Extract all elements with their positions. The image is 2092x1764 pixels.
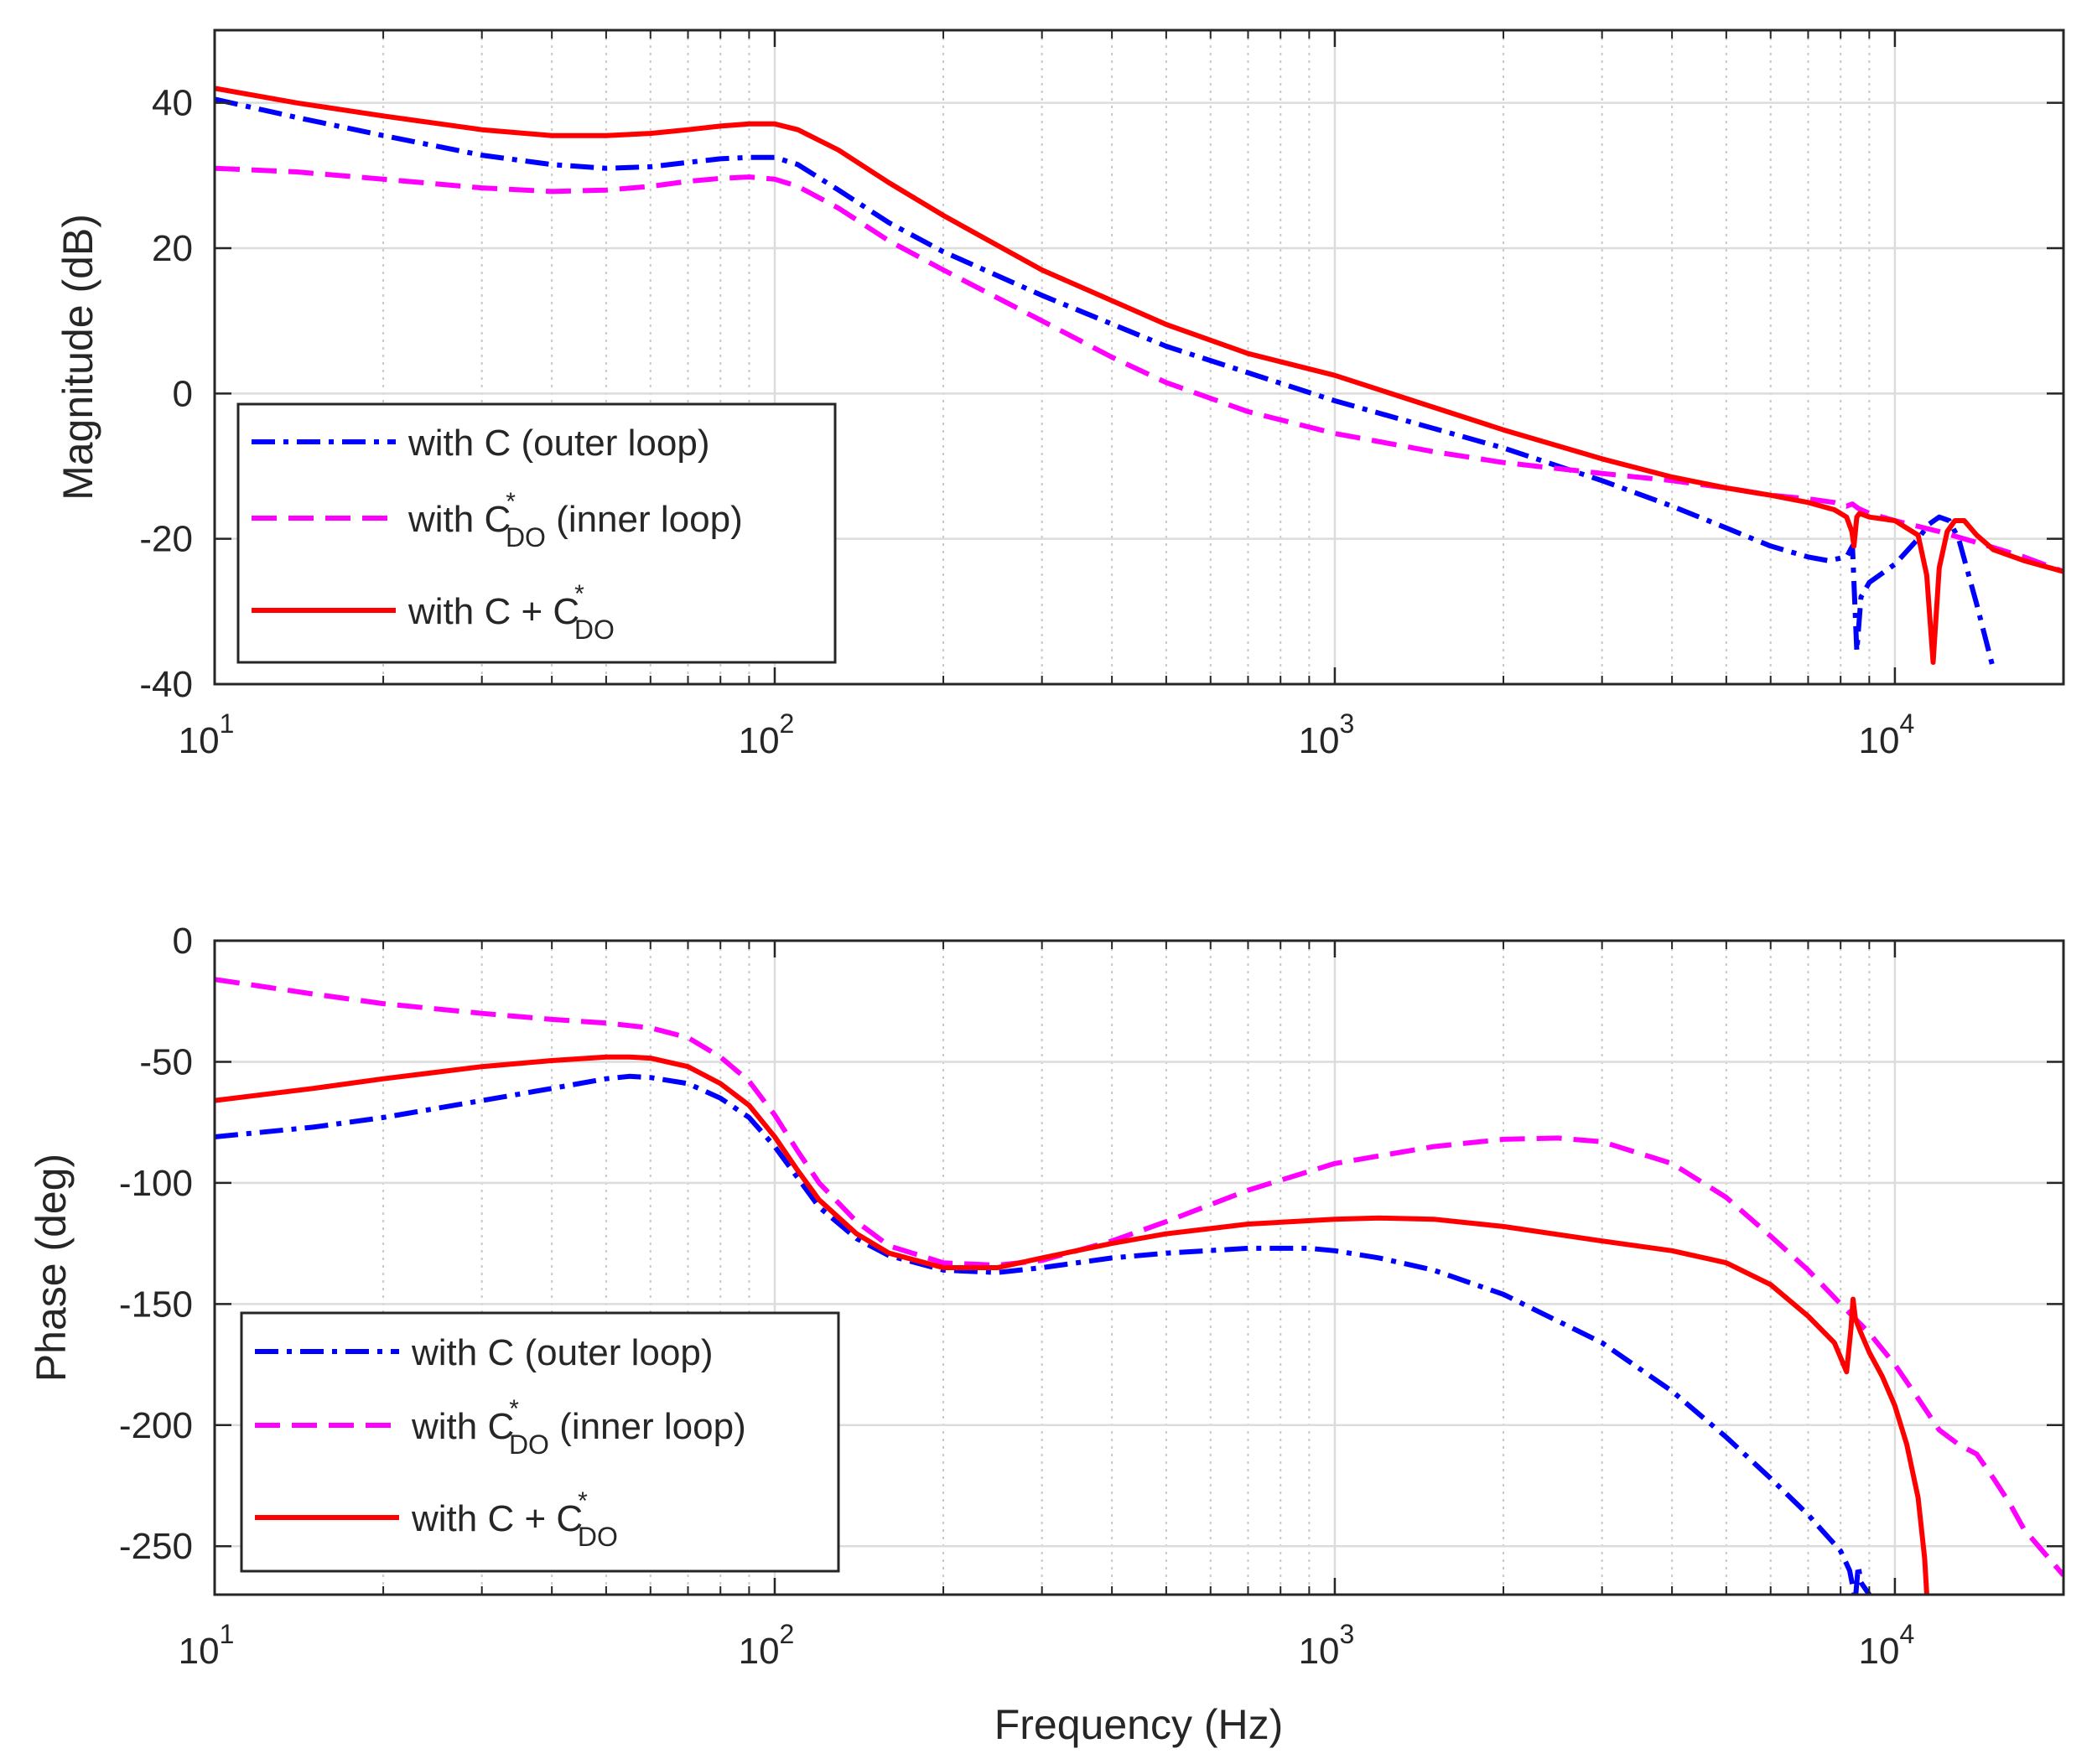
x-tick-exponent: 3 (1340, 1619, 1355, 1649)
x-tick-exponent: 2 (780, 1619, 795, 1649)
y-tick-label: -100 (119, 1163, 193, 1204)
magnitude-x-tick-labels: 101 102 103 104 (179, 708, 1915, 761)
phase-legend: with C (outer loop) with C* DO (inner loo… (240, 1311, 840, 1573)
phase-plot: 101 102 103 104 -250-200-150-100-500 Phase … (28, 921, 2065, 1748)
x-tick-label: 104 (1859, 1619, 1915, 1672)
magnitude-y-tick-labels: -40 -20 0 20 40 (139, 83, 193, 705)
x-tick-base: 10 (739, 1631, 780, 1672)
legend-label-outer: with C (outer loop) (411, 1332, 713, 1373)
phase-series (215, 977, 2063, 1595)
x-tick-label: 101 (179, 708, 235, 761)
magnitude-y-axis-label: Magnitude (dB) (55, 214, 101, 501)
y-tick-label: 40 (152, 83, 193, 124)
x-tick-exponent: 3 (1340, 708, 1355, 739)
x-tick-exponent: 2 (780, 708, 795, 739)
x-tick-exponent: 4 (1899, 708, 1914, 739)
series-line-1 (215, 96, 1996, 671)
y-tick-label: -250 (119, 1526, 193, 1567)
legend-label-inner: with C* DO (inner loop) (411, 1395, 746, 1460)
magnitude-legend: with C (outer loop) with C* DO (inner loo… (236, 402, 837, 664)
series-line-2 (215, 165, 2063, 574)
phase-x-tick-labels: 101 102 103 104 (179, 1619, 1915, 1672)
y-tick-label: -40 (139, 664, 193, 705)
legend-label-combined: with C + C* DO (411, 1487, 618, 1552)
phase-y-tick-labels: -250 -200 -150 -100 -50 0 (119, 921, 193, 1567)
x-tick-base: 10 (1299, 1631, 1340, 1672)
y-tick-label: -150 (119, 1284, 193, 1325)
legend-label-combined: with C + C* DO (407, 580, 615, 645)
y-tick-label: -50 (139, 1041, 193, 1082)
y-tick-label: 0 (173, 373, 193, 414)
phase-y-axis-label: Phase (deg) (28, 1154, 75, 1382)
x-tick-label: 101 (179, 1619, 235, 1672)
x-tick-exponent: 1 (220, 1619, 235, 1649)
x-tick-base: 10 (1859, 720, 1900, 761)
x-tick-base: 10 (179, 720, 220, 761)
x-tick-base: 10 (179, 1631, 220, 1672)
x-tick-exponent: 4 (1899, 1619, 1914, 1649)
magnitude-ticks (213, 30, 2064, 686)
x-tick-exponent: 1 (220, 708, 235, 739)
y-tick-label: 0 (173, 921, 193, 962)
series-line-3 (215, 1054, 1929, 1595)
x-tick-label: 103 (1299, 1619, 1355, 1672)
y-tick-label: -200 (119, 1405, 193, 1446)
x-tick-label: 104 (1859, 708, 1915, 761)
x-axis-label: Frequency (Hz) (994, 1701, 1284, 1748)
x-tick-base: 10 (1859, 1631, 1900, 1672)
x-tick-label: 103 (1299, 708, 1355, 761)
phase-ticks (213, 939, 2064, 1595)
magnitude-series (215, 86, 2063, 671)
legend-label-outer: with C (outer loop) (407, 423, 709, 464)
y-tick-label: -20 (139, 519, 193, 560)
series-line-3 (215, 86, 2063, 665)
x-tick-base: 10 (739, 720, 780, 761)
y-tick-label: 20 (152, 228, 193, 269)
series-line-2 (215, 977, 2063, 1577)
x-tick-base: 10 (1299, 720, 1340, 761)
series-line-1 (215, 1073, 1872, 1595)
legend-label-inner: with C* DO (inner loop) (407, 488, 743, 553)
x-tick-label: 102 (739, 1619, 795, 1672)
x-tick-label: 102 (739, 708, 795, 761)
